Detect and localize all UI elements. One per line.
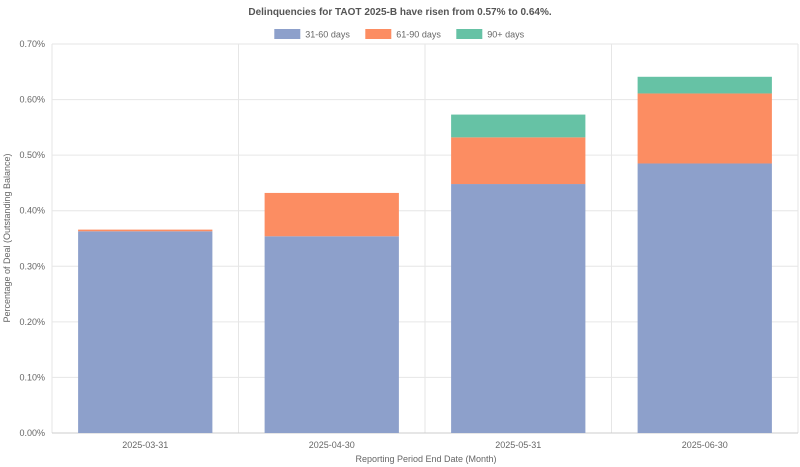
x-tick-label: 2025-04-30 <box>309 440 355 450</box>
bar-segment <box>264 192 399 237</box>
legend-label: 90+ days <box>487 30 524 40</box>
y-axis-ticks: 0.00% 0.10% 0.20% 0.30% 0.40% 0.50% 0.60% 0.70% <box>19 39 45 438</box>
x-tick-label: 2025-03-31 <box>122 440 168 450</box>
chart-title: Delinquencies for TAOT 2025-B have risen… <box>248 7 551 18</box>
legend-label: 31-60 days <box>305 30 350 40</box>
legend-swatch <box>456 29 483 39</box>
bar-segment <box>637 163 772 433</box>
bar-segment <box>451 137 586 185</box>
x-tick-label: 2025-06-30 <box>682 440 728 450</box>
y-axis-label: Percentage of Deal (Outstanding Balance) <box>2 153 12 322</box>
bars <box>78 76 772 433</box>
y-tick-label: 0.60% <box>19 95 45 105</box>
x-axis-ticks: 2025-03-31 2025-04-30 2025-05-31 2025-06-30 <box>122 440 728 450</box>
y-tick-label: 0.30% <box>19 261 45 271</box>
y-tick-label: 0.70% <box>19 39 45 49</box>
legend-swatch <box>274 29 301 39</box>
x-tick-label: 2025-05-31 <box>495 440 541 450</box>
chart-legend: 31-60 days 61-90 days 90+ days <box>274 29 525 40</box>
y-tick-label: 0.20% <box>19 317 45 327</box>
bar-segment <box>451 184 586 433</box>
bar-segment <box>637 93 772 164</box>
legend-swatch <box>365 29 392 39</box>
bar-segment <box>78 229 213 232</box>
y-tick-label: 0.50% <box>19 150 45 160</box>
y-tick-label: 0.40% <box>19 206 45 216</box>
bar-segment <box>637 76 772 94</box>
bar-segment <box>264 236 399 433</box>
bar-segment <box>451 114 586 138</box>
x-axis-label: Reporting Period End Date (Month) <box>355 454 496 464</box>
bar-segment <box>78 231 213 433</box>
y-tick-label: 0.10% <box>19 372 45 382</box>
y-tick-label: 0.00% <box>19 428 45 438</box>
legend-label: 61-90 days <box>396 30 441 40</box>
